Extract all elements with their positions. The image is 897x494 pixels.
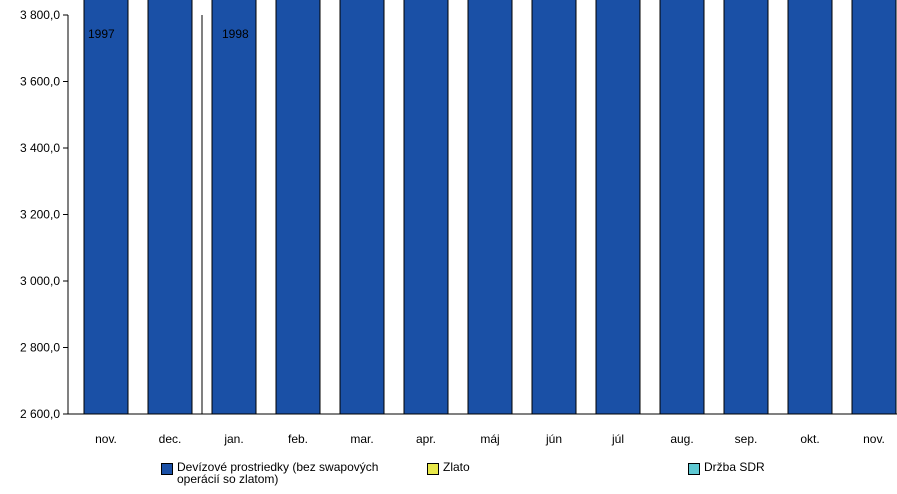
- legend-label-zlato: Zlato: [443, 460, 470, 474]
- x-tick-label: júl: [611, 432, 624, 446]
- x-axis-labels: nov. dec. jan. feb. mar. apr. máj jún júl aug. sep…: [95, 432, 885, 446]
- y-axis-ticks: 2 600,0 2 800,0 3 000,0 3 200,0 3 400,0 3 600…: [20, 8, 68, 421]
- y-tick-label: 3 800,0: [20, 8, 60, 22]
- y-tick-label: 3 400,0: [20, 141, 60, 155]
- bar-segment-devizove: [723, 0, 769, 415]
- x-tick-label: okt.: [800, 432, 819, 446]
- x-tick-label: jan.: [223, 432, 243, 446]
- stacked-bar-chart: 2 600,0 2 800,0 3 000,0 3 200,0 3 400,0 3 600…: [20, 0, 897, 446]
- bar-segment-devizove: [211, 0, 257, 415]
- legend: Devízové prostriedky (bez swapových oper…: [0, 461, 897, 494]
- bar-segment-devizove: [659, 0, 705, 415]
- x-tick-label: nov.: [863, 432, 885, 446]
- bar-segment-devizove: [339, 0, 385, 415]
- legend-item-sdr: Držba SDR: [688, 461, 765, 475]
- legend-item-zlato: Zlato: [427, 461, 470, 475]
- bar-segment-devizove: [595, 0, 641, 415]
- y-tick-label: 3 000,0: [20, 274, 60, 288]
- bars: [83, 0, 897, 415]
- x-tick-label: sep.: [735, 432, 758, 446]
- legend-label-sdr: Držba SDR: [704, 460, 765, 474]
- legend-swatch-zlato: [427, 463, 439, 475]
- bar-segment-devizove: [787, 0, 833, 415]
- bar-segment-devizove: [83, 0, 129, 415]
- bar-segment-devizove: [275, 0, 321, 415]
- x-tick-label: mar.: [350, 432, 373, 446]
- y-tick-label: 3 600,0: [20, 75, 60, 89]
- y-tick-label: 3 200,0: [20, 208, 60, 222]
- x-tick-label: apr.: [416, 432, 436, 446]
- y-tick-label: 2 600,0: [20, 407, 60, 421]
- x-tick-label: dec.: [159, 432, 182, 446]
- year-markers: 1997 1998: [88, 15, 249, 414]
- x-tick-label: feb.: [288, 432, 308, 446]
- bar-segment-devizove: [403, 0, 449, 415]
- x-tick-label: jún: [545, 432, 562, 446]
- year-label: 1998: [222, 27, 249, 41]
- bar-segment-devizove: [467, 0, 513, 415]
- x-tick-label: aug.: [670, 432, 693, 446]
- y-tick-label: 2 800,0: [20, 341, 60, 355]
- legend-item-devizove: Devízové prostriedky (bez swapových oper…: [161, 461, 426, 485]
- year-label: 1997: [88, 27, 115, 41]
- bar-segment-devizove: [531, 0, 577, 415]
- x-tick-label: nov.: [95, 432, 117, 446]
- legend-swatch-sdr: [688, 463, 700, 475]
- legend-swatch-devizove: [161, 463, 173, 475]
- x-tick-label: máj: [480, 432, 499, 446]
- bar-segment-devizove: [851, 0, 897, 415]
- bar-segment-devizove: [147, 0, 193, 415]
- legend-label-devizove: Devízové prostriedky (bez swapových oper…: [177, 460, 379, 486]
